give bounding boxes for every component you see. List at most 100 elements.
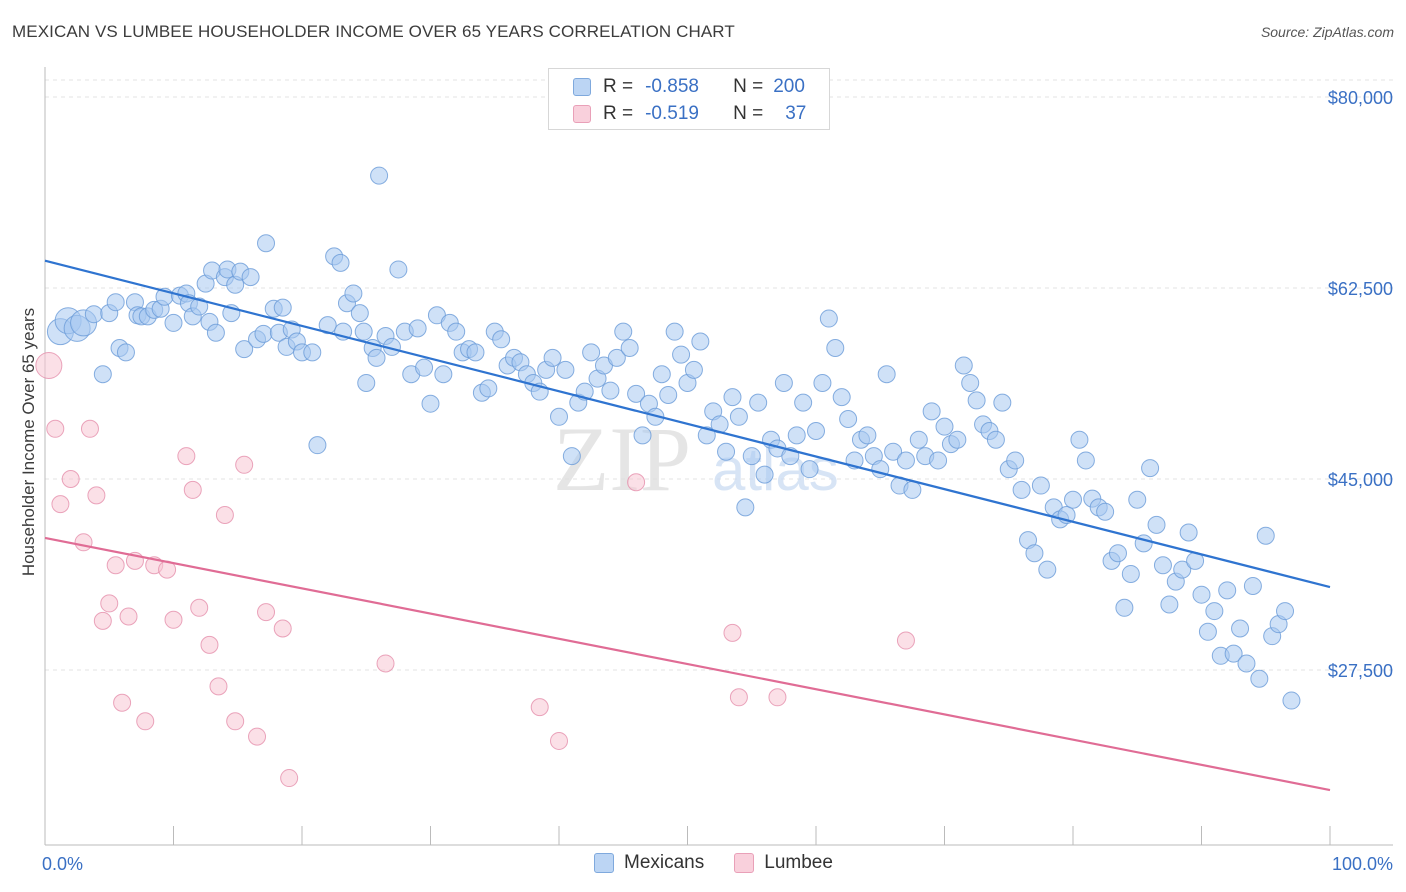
mexicans-point xyxy=(1115,598,1134,617)
mexicans-point xyxy=(1256,526,1275,545)
mexicans-point xyxy=(1276,602,1295,621)
n-label: N = xyxy=(733,103,764,124)
lumbee-point xyxy=(896,631,915,650)
mexicans-point xyxy=(434,365,453,384)
mexicans-point xyxy=(787,426,806,445)
mexicans-point xyxy=(601,381,620,400)
mexicans-point xyxy=(479,379,498,398)
legend-label-mexicans: Mexicans xyxy=(624,852,705,873)
n-value-mexicans: 200 xyxy=(773,76,805,97)
mexicans-point xyxy=(466,343,485,362)
mexicans-point xyxy=(556,360,575,379)
mexicans-point xyxy=(1153,556,1172,575)
lumbee-point xyxy=(119,607,138,626)
lumbee-point xyxy=(723,623,742,642)
mexicans-point xyxy=(948,430,967,449)
mexicans-point xyxy=(1128,490,1147,509)
mexicans-point xyxy=(839,409,858,428)
data-points xyxy=(35,166,1301,788)
mexicans-point xyxy=(344,284,363,303)
mexicans-point xyxy=(1025,544,1044,563)
mexicans-point xyxy=(389,260,408,279)
lumbee-point xyxy=(200,635,219,654)
mexicans-point xyxy=(807,421,825,440)
y-tick-label: $45,000 xyxy=(1328,470,1393,490)
lumbee-point xyxy=(113,693,132,712)
lumbee-legend-swatch xyxy=(734,853,755,873)
lumbee-point xyxy=(226,712,245,731)
mexicans-point xyxy=(254,324,273,343)
mexicans-point xyxy=(684,360,703,379)
mexicans-point xyxy=(877,365,896,384)
lumbee-point xyxy=(100,594,119,613)
x-tick-label: 100.0% xyxy=(1332,854,1393,874)
r-value-mexicans: -0.858 xyxy=(645,76,699,97)
mexicans-point xyxy=(800,460,819,479)
mexicans-point xyxy=(826,339,845,358)
series-legend: Mexicans Lumbee xyxy=(594,852,863,874)
lumbee-point xyxy=(87,486,106,505)
mexicans-point xyxy=(697,426,716,445)
mexicans-point xyxy=(736,498,755,517)
mexicans-point xyxy=(1231,619,1250,638)
mexicans-point xyxy=(550,407,568,426)
lumbee-point xyxy=(46,419,65,438)
mexicans-point xyxy=(1205,602,1224,621)
r-label: R = xyxy=(603,103,634,124)
mexicans-point xyxy=(1012,480,1031,499)
mexicans-point xyxy=(190,297,209,316)
mexicans-point xyxy=(257,234,276,253)
mexicans-point xyxy=(614,322,633,341)
mexicans-point xyxy=(562,447,581,466)
lumbee-point xyxy=(190,598,209,617)
mexicans-point xyxy=(672,345,691,364)
mexicans-point xyxy=(993,393,1012,412)
mexicans-point xyxy=(620,339,639,358)
mexicans-point xyxy=(367,348,386,367)
y-tick-label: $27,500 xyxy=(1328,661,1393,681)
lumbee-point xyxy=(273,619,292,638)
mexicans-point xyxy=(1064,490,1082,509)
mexicans-point xyxy=(909,430,928,449)
mexicans-point xyxy=(652,365,671,384)
mexicans-point xyxy=(633,426,652,445)
lumbee-point xyxy=(80,419,99,438)
lumbee-point xyxy=(530,698,549,717)
mexicans-point xyxy=(755,465,774,484)
mexicans-point xyxy=(357,373,376,392)
legend-row-mexicans: R = -0.858 N = 200 xyxy=(573,74,805,100)
mexicans-point xyxy=(116,343,135,362)
lumbee-point xyxy=(235,455,254,474)
gridlines xyxy=(45,79,1393,671)
lumbee-point xyxy=(627,473,646,492)
mexicans-point xyxy=(659,385,678,404)
mexicans-point xyxy=(665,322,684,341)
mexicans-point xyxy=(1076,451,1095,470)
lumbee-swatch xyxy=(573,105,591,123)
y-axis-label: Householder Income Over 65 years xyxy=(19,308,38,576)
mexicans-point xyxy=(1192,585,1211,604)
lumbee-point xyxy=(209,677,228,696)
y-tick-label: $62,500 xyxy=(1328,279,1393,299)
mexicans-point xyxy=(903,480,922,499)
lumbee-point xyxy=(177,447,196,466)
mexicans-point xyxy=(235,340,254,359)
mexicans-point xyxy=(742,447,761,466)
mexicans-point xyxy=(415,358,434,377)
mexicans-point xyxy=(1096,502,1115,521)
mexicans-point xyxy=(308,436,327,455)
mexicans-point xyxy=(717,442,736,461)
source-label: Source: ZipAtlas.com xyxy=(1260,24,1394,40)
mexicans-point xyxy=(106,293,125,312)
mexicans-point xyxy=(331,253,350,272)
mexicans-point xyxy=(929,451,948,470)
mexicans-point xyxy=(961,373,980,392)
mexicans-point xyxy=(1198,622,1217,641)
mexicans-point xyxy=(774,373,793,392)
mexicans-point xyxy=(164,313,183,332)
mexicans-point xyxy=(1218,581,1237,600)
n-label: N = xyxy=(733,76,764,97)
mexicans-point xyxy=(691,332,710,351)
mexicans-point xyxy=(954,356,973,375)
